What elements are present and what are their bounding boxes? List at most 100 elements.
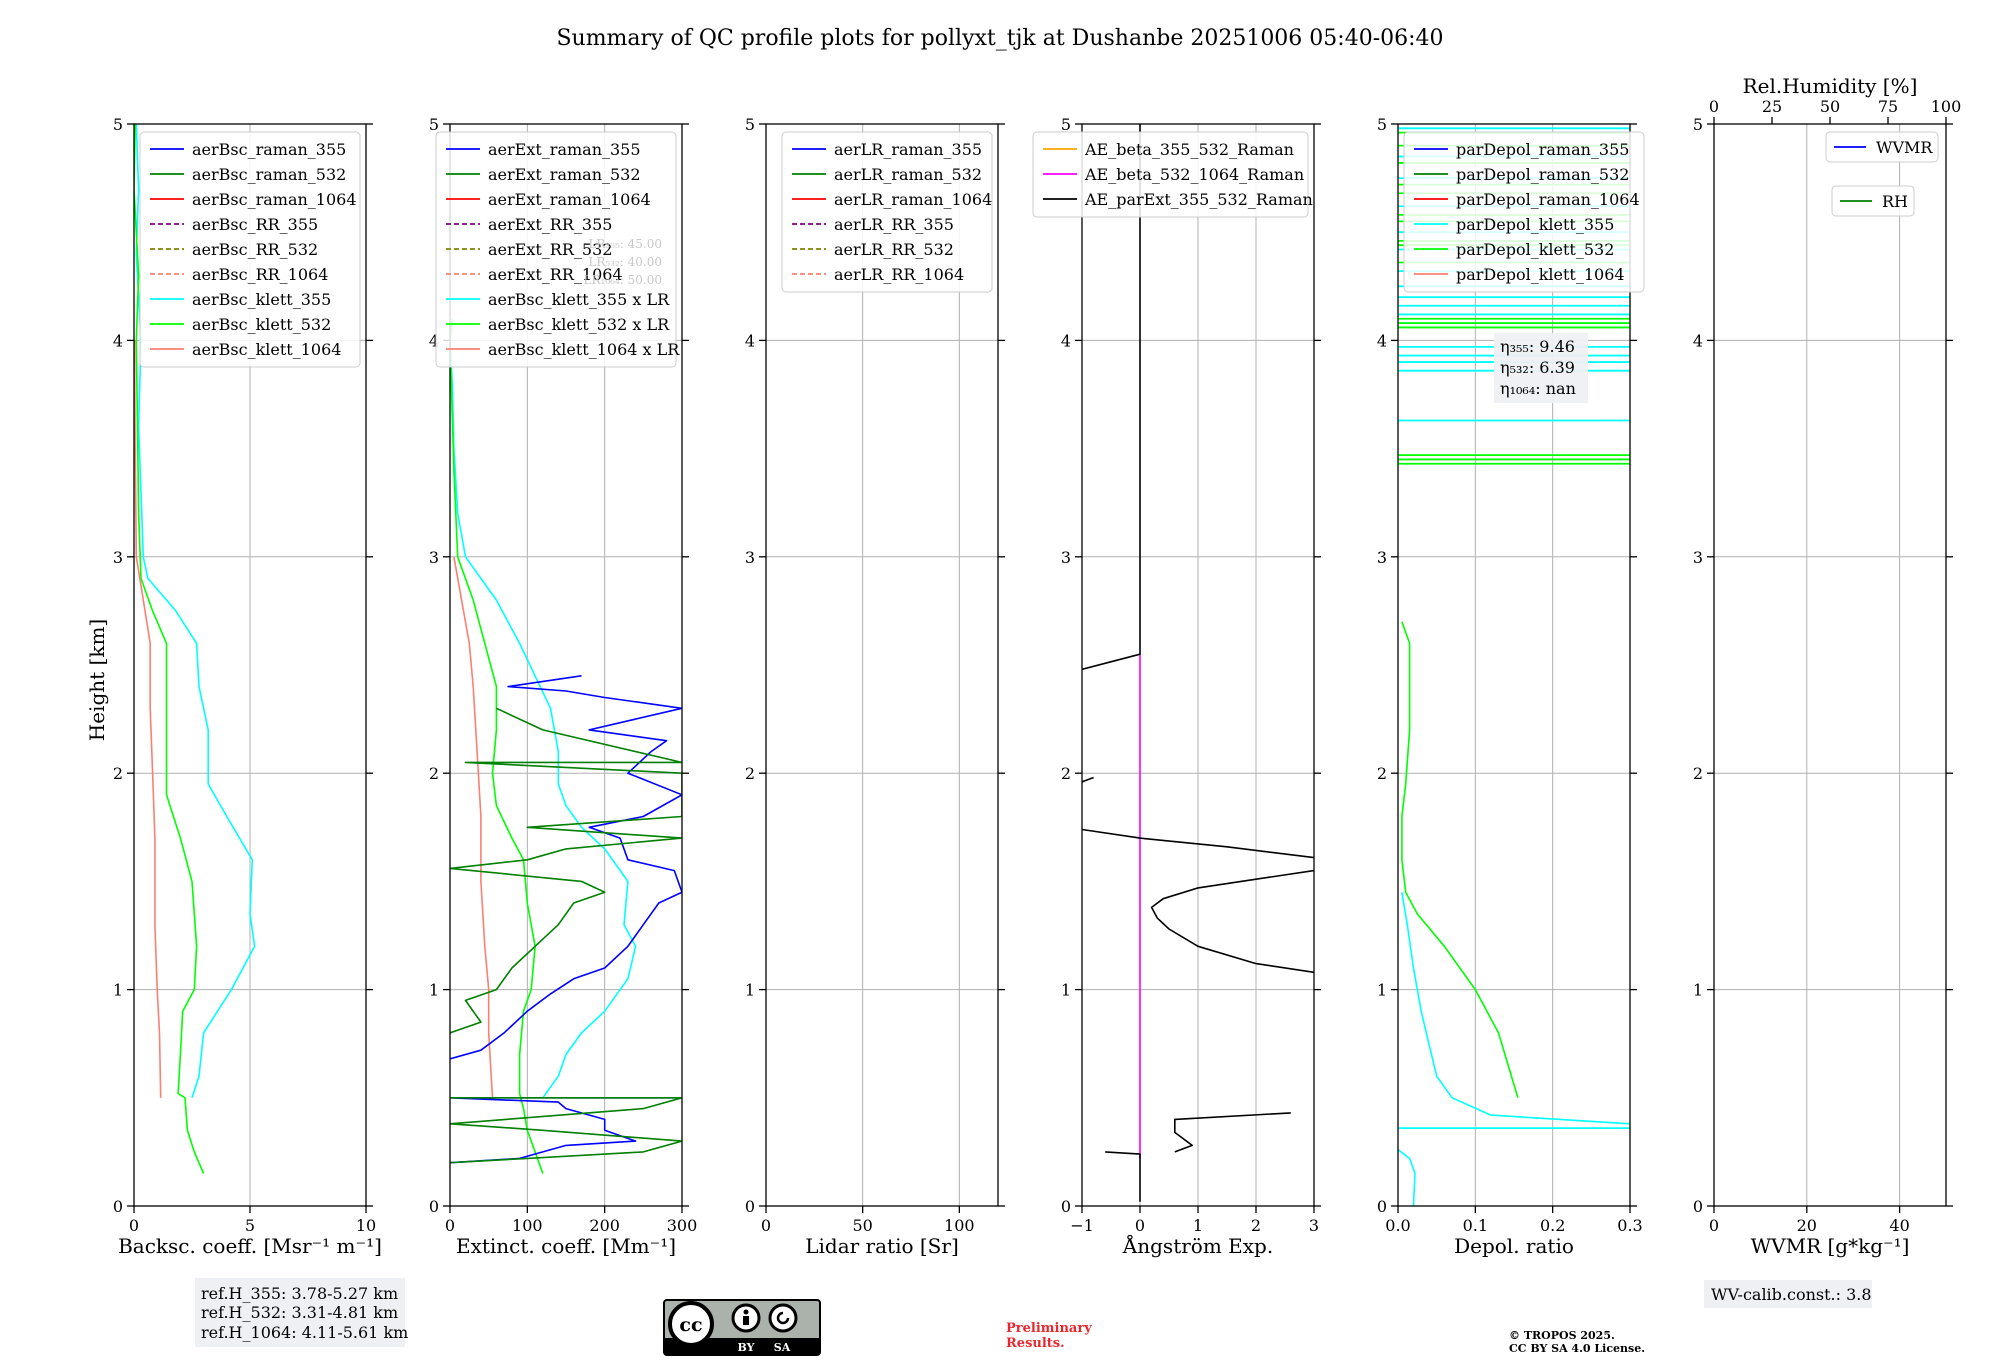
ref-height-box: ref.H_355: 3.78-5.27 km ref.H_532: 3.31-… (195, 1278, 408, 1347)
series-aerExt_raman_532 (450, 1097, 682, 1164)
y-tick-label: 5 (113, 115, 123, 134)
top-x-tick-label: 75 (1878, 97, 1898, 116)
legend: parDepol_raman_355 parDepol_raman_532 parD… (1403, 131, 1645, 293)
legend: aerExt_raman_355 aerExt_raman_532 aerExt_r… (435, 131, 680, 368)
x-tick-label: 0.1 (1463, 1216, 1488, 1235)
legend: aerBsc_raman_355 aerBsc_raman_532 aerBsc_r… (139, 131, 361, 368)
by-icon-body (743, 1316, 749, 1325)
eta-annotation: η₅₃₂: 6.39 (1500, 358, 1575, 377)
wv-calib-box (1704, 1280, 1872, 1308)
x-tick-label: 2 (1251, 1216, 1261, 1235)
y-tick-label: 5 (1377, 115, 1387, 134)
x-tick-label: 0.3 (1617, 1216, 1642, 1235)
x-tick-label: −1 (1070, 1216, 1094, 1235)
copyright-line-2: CC BY SA 4.0 License. (1509, 1342, 1645, 1355)
axes-frame (1397, 123, 1631, 1207)
sa-label: SA (774, 1341, 791, 1354)
top-x-tick-label: 50 (1820, 97, 1840, 116)
y-tick-label: 5 (1061, 115, 1071, 134)
legend-label: aerBsc_klett_1064 x LR (488, 340, 680, 359)
y-tick-label: 4 (429, 331, 439, 350)
y-tick-label: 4 (1377, 331, 1387, 350)
legend-label: aerBsc_klett_1064 (192, 340, 341, 359)
x-tick-label: 0 (761, 1216, 771, 1235)
legend-label: AE_beta_532_1064_Raman (1084, 165, 1304, 184)
x-tick-label: 1 (1193, 1216, 1203, 1235)
legend-label: AE_parExt_355_532_Raman (1084, 190, 1313, 209)
panel-2: 0 100 200 300 0 1 2 3 4 5 Extinct. coeff. [Mm⁻¹] ae… (429, 115, 697, 1258)
series-AE_parExt_355_532_Raman (1174, 1112, 1291, 1153)
data-layer (450, 318, 682, 1174)
x-tick-label: 10 (356, 1216, 376, 1235)
panel-5: 0.0 0.1 0.2 0.3 0 1 2 3 4 5 Depol. ratio parDepol_r… (1377, 115, 1645, 1258)
series-aerBsc_klett_355 x LR (450, 340, 637, 1099)
y-tick-label: 1 (429, 981, 439, 1000)
axes-frame (449, 123, 683, 1207)
legend-label: parDepol_klett_355 (1456, 215, 1614, 234)
legend-label: aerExt_raman_1064 (488, 190, 651, 209)
y-tick-label: 2 (1693, 764, 1703, 783)
series-AE_parExt_355_532_Raman (1082, 776, 1094, 783)
series-AE_parExt_355_532_Raman (1082, 828, 1314, 859)
series-aerExt_raman_355 (450, 1097, 682, 1164)
legend: AE_beta_355_532_Raman AE_beta_532_1064_Ra… (1032, 131, 1313, 218)
x-axis-label: WVMR [g*kg⁻¹] (1751, 1234, 1910, 1258)
x-tick-label: 20 (1797, 1216, 1817, 1235)
y-tick-label: 0 (745, 1197, 755, 1216)
x-axis-label: Backsc. coeff. [Msr⁻¹ m⁻¹] (118, 1234, 382, 1258)
y-tick-label: 2 (1061, 764, 1071, 783)
legend-label: aerLR_RR_1064 (834, 265, 964, 284)
top-x-axis-label: Rel.Humidity [%] (1743, 74, 1918, 98)
x-axis-label: Lidar ratio [Sr] (805, 1234, 959, 1258)
y-tick-label: 3 (429, 548, 439, 567)
x-tick-label: 0 (445, 1216, 455, 1235)
series-aerExt_raman_355 (450, 675, 682, 1060)
cc-icon (668, 1301, 714, 1347)
legend-label: parDepol_raman_532 (1456, 165, 1629, 184)
eta-annotation: η₁₀₆₄: nan (1500, 379, 1576, 398)
y-tick-label: 5 (745, 115, 755, 134)
cc-icon-text: cc (679, 1314, 702, 1336)
eta-annotation: η₃₅₅: 9.46 (1500, 337, 1575, 356)
legend-label: aerExt_RR_1064 (488, 265, 623, 284)
legend-label: aerLR_raman_1064 (834, 190, 992, 209)
legend-label: aerBsc_klett_532 x LR (488, 315, 670, 334)
y-tick-label: 5 (429, 115, 439, 134)
y-tick-label: 2 (113, 764, 123, 783)
top-x-tick-label: 100 (1931, 97, 1962, 116)
x-axis-label: Ångström Exp. (1122, 1233, 1273, 1258)
preliminary-line-1: Preliminary (1006, 1321, 1092, 1336)
y-tick-label: 1 (1693, 981, 1703, 1000)
y-tick-label: 0 (1693, 1197, 1703, 1216)
legend-label: RH (1882, 192, 1908, 211)
x-tick-label: 0.2 (1540, 1216, 1565, 1235)
y-tick-label: 0 (1061, 1197, 1071, 1216)
series-aerBsc_klett_355 (135, 124, 256, 1099)
series-AE_parExt_355_532_Raman (1082, 124, 1141, 671)
ref-height-532: ref.H_532: 3.31-4.81 km (201, 1303, 398, 1322)
by-icon-head (743, 1309, 749, 1315)
eta-box (1494, 333, 1588, 403)
y-tick-label: 3 (745, 548, 755, 567)
legend-label: aerBsc_raman_355 (192, 140, 346, 159)
legend-label: aerBsc_RR_355 (192, 215, 318, 234)
legend-label: parDepol_klett_532 (1456, 240, 1614, 259)
y-tick-label: 2 (1377, 764, 1387, 783)
legend-label: WVMR (1876, 138, 1933, 157)
x-tick-label: 50 (852, 1216, 872, 1235)
legend-frame (1825, 131, 1939, 163)
x-tick-label: 100 (944, 1216, 975, 1235)
x-tick-label: 40 (1889, 1216, 1909, 1235)
y-tick-label: 3 (113, 548, 123, 567)
series-aerBsc_klett_1064 (134, 340, 162, 1098)
series-aerExt_raman_532 (450, 707, 682, 1034)
lr-annotation: LR₁₀₆₄: 50.00 (584, 273, 662, 287)
x-axis-label: Extinct. coeff. [Mm⁻¹] (456, 1234, 676, 1258)
legend-label: aerBsc_raman_532 (192, 165, 346, 184)
y-tick-label: 4 (113, 331, 123, 350)
legend-frame (139, 131, 361, 368)
legend-label: AE_beta_355_532_Raman (1084, 140, 1294, 159)
